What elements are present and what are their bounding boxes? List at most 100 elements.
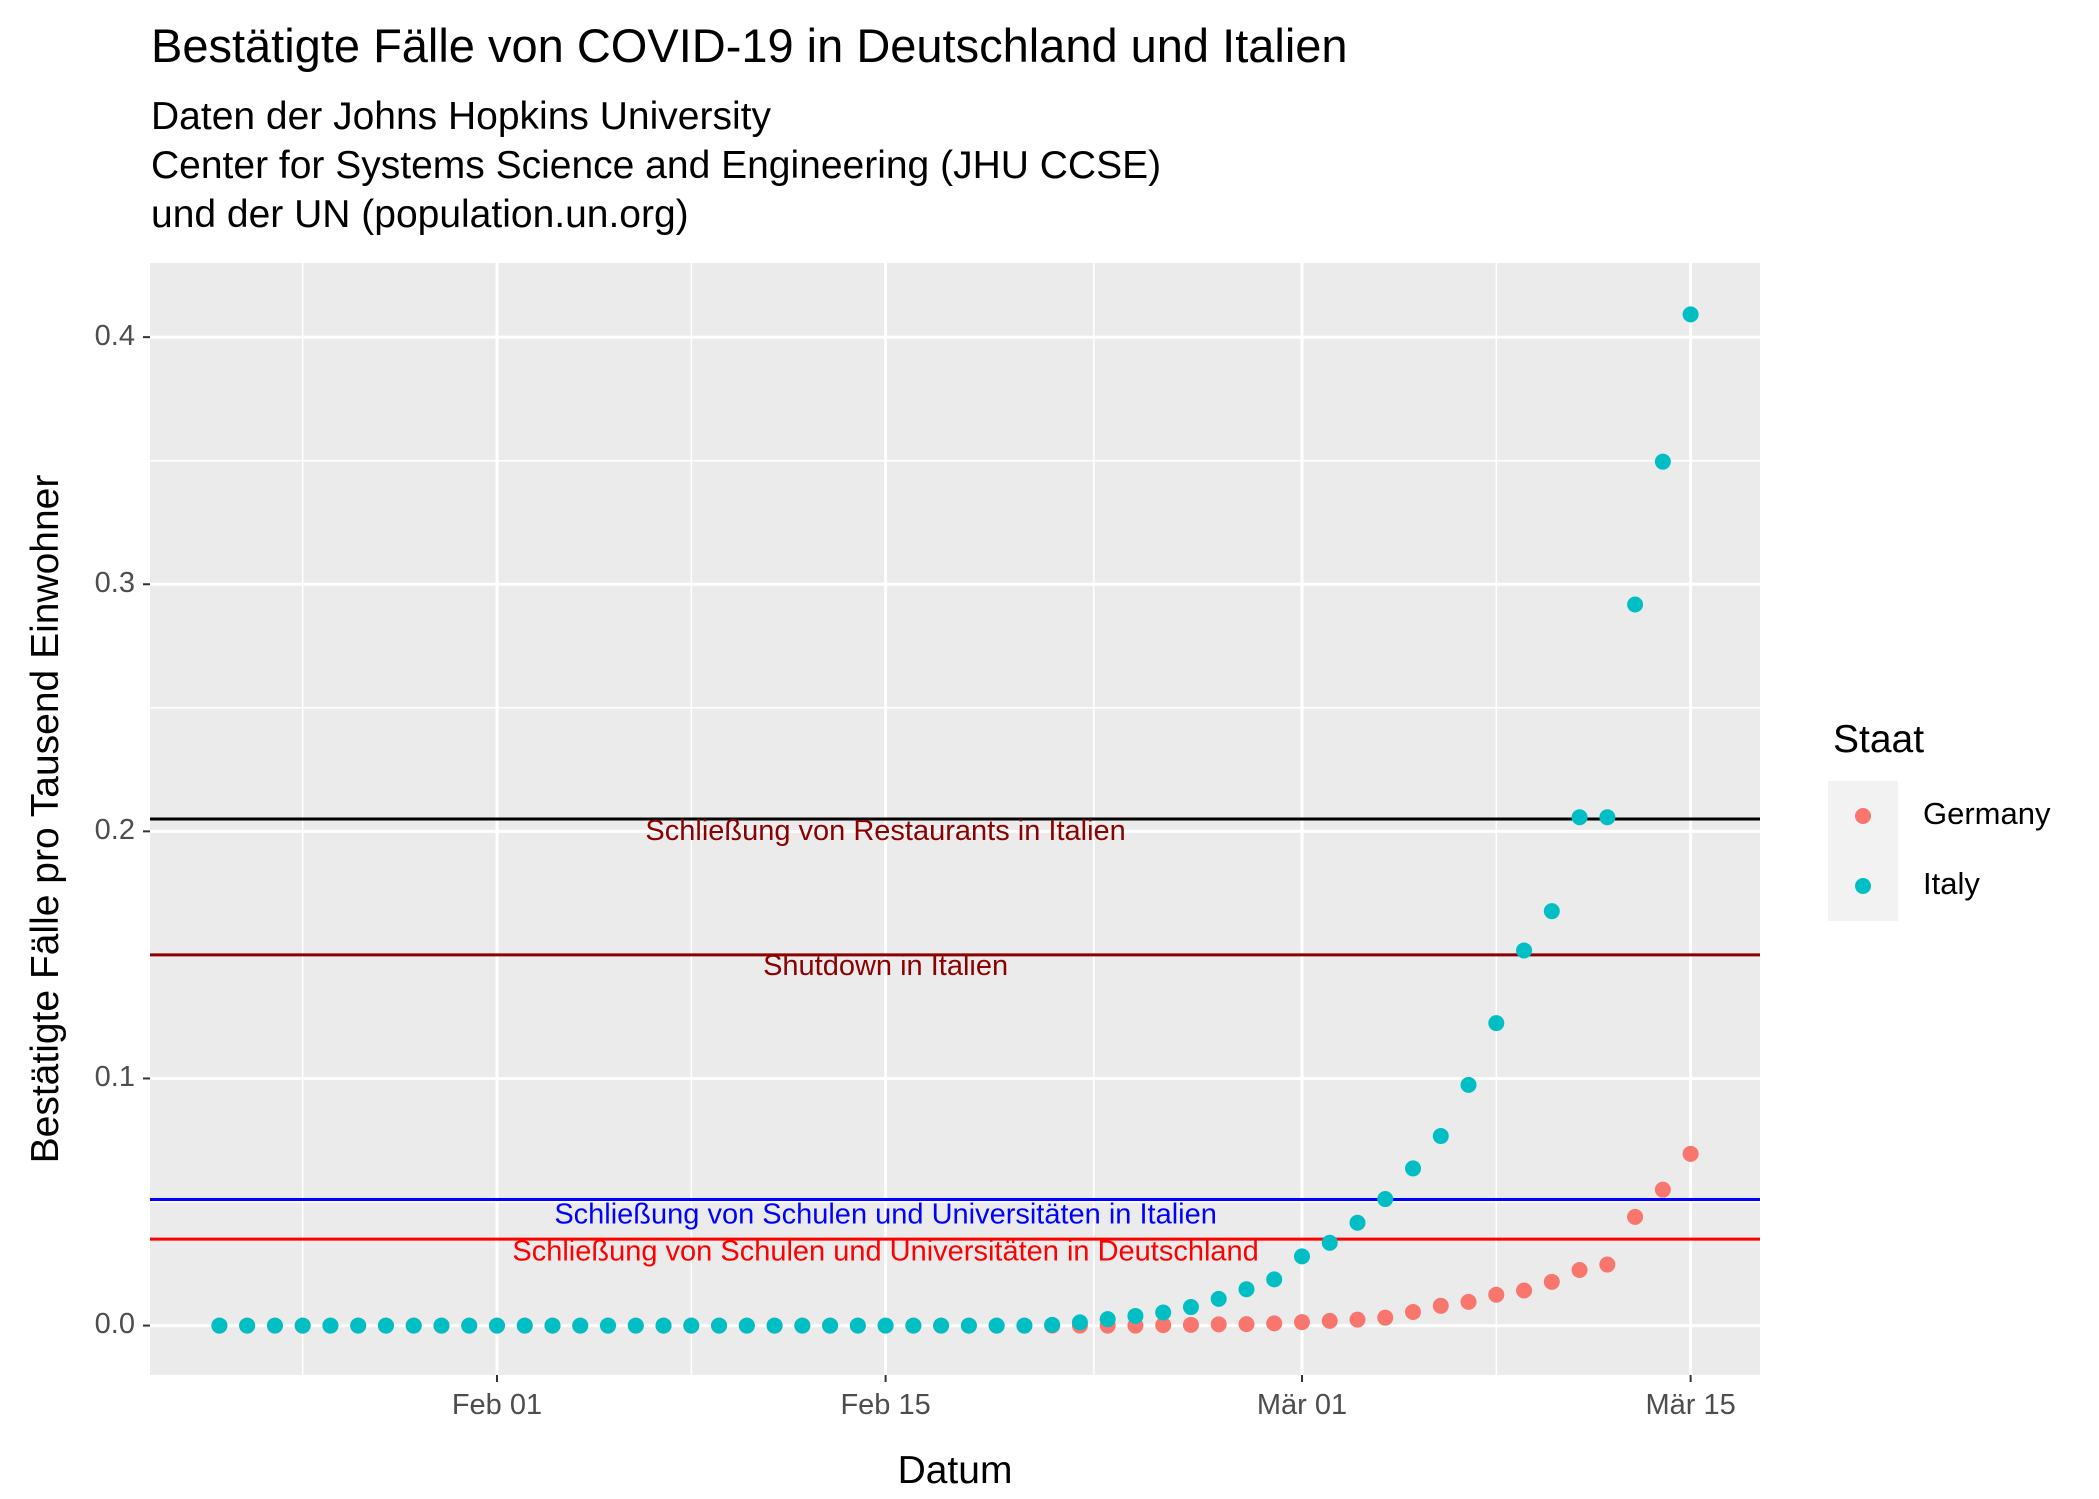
reference-label: Schließung von Schulen und Universitäten… <box>554 1198 1217 1230</box>
data-point-italy <box>461 1317 478 1334</box>
reference-label: Schließung von Restaurants in Italien <box>645 815 1125 847</box>
x-tick-label: Feb 15 <box>840 1389 930 1421</box>
data-point-italy <box>266 1317 283 1334</box>
data-point-italy <box>933 1317 950 1334</box>
reference-label: Schließung von Schulen und Universitäten… <box>512 1235 1258 1267</box>
data-point-italy <box>1099 1311 1116 1328</box>
data-point-germany <box>1377 1309 1394 1326</box>
data-point-italy <box>877 1317 894 1334</box>
data-point-italy <box>1654 453 1671 470</box>
legend-swatch-italy <box>1855 878 1871 894</box>
legend-label: Germany <box>1923 796 2051 831</box>
data-point-germany <box>1321 1312 1338 1329</box>
data-point-germany <box>1432 1297 1449 1314</box>
data-point-italy <box>1155 1304 1172 1321</box>
data-point-italy <box>239 1317 256 1334</box>
y-tick-label: 0.1 <box>95 1061 135 1093</box>
data-point-germany <box>1571 1261 1588 1278</box>
data-point-italy <box>822 1317 839 1334</box>
legend: Staat Germany Italy <box>1828 718 2051 921</box>
data-point-italy <box>960 1317 977 1334</box>
data-point-italy <box>1266 1271 1283 1288</box>
y-tick-label: 0.4 <box>95 320 135 352</box>
data-point-italy <box>1238 1281 1255 1298</box>
data-point-italy <box>1071 1314 1088 1331</box>
data-point-germany <box>1155 1317 1172 1334</box>
data-point-italy <box>294 1317 311 1334</box>
reference-lines <box>150 817 1760 1241</box>
y-axis-label: Bestätigte Fälle pro Tausend Einwohner <box>24 475 67 1164</box>
data-point-italy <box>766 1317 783 1334</box>
data-point-italy <box>572 1317 589 1334</box>
data-point-germany <box>1349 1311 1366 1328</box>
x-axis-label: Datum <box>898 1449 1013 1492</box>
data-point-germany <box>1682 1145 1699 1162</box>
data-point-italy <box>1571 809 1588 826</box>
data-point-italy <box>1627 596 1644 613</box>
data-point-germany <box>1488 1286 1505 1303</box>
data-point-italy <box>516 1317 533 1334</box>
x-tick-label: Mär 15 <box>1645 1389 1735 1421</box>
data-point-italy <box>849 1317 866 1334</box>
data-point-italy <box>1044 1316 1061 1333</box>
data-point-germany <box>1599 1256 1616 1273</box>
data-point-italy <box>683 1317 700 1334</box>
data-point-italy <box>1543 903 1560 920</box>
subtitle-line: Center for Systems Science and Engineeri… <box>151 144 1162 187</box>
data-point-germany <box>1460 1293 1477 1310</box>
data-point-italy <box>350 1317 367 1334</box>
data-points <box>211 306 1699 1334</box>
y-tick-label: 0.3 <box>95 567 135 599</box>
data-point-italy <box>1293 1248 1310 1265</box>
y-tick-label: 0.2 <box>95 814 135 846</box>
data-point-italy <box>1405 1160 1422 1177</box>
legend-label: Italy <box>1923 866 1980 901</box>
data-point-germany <box>1210 1316 1227 1333</box>
data-point-italy <box>1210 1290 1227 1307</box>
data-point-italy <box>1516 942 1533 959</box>
data-point-italy <box>211 1317 228 1334</box>
data-point-italy <box>627 1317 644 1334</box>
data-point-italy <box>738 1317 755 1334</box>
data-point-italy <box>905 1317 922 1334</box>
data-point-italy <box>488 1317 505 1334</box>
data-point-germany <box>1516 1282 1533 1299</box>
data-point-italy <box>433 1317 450 1334</box>
data-point-italy <box>711 1317 728 1334</box>
data-point-germany <box>1627 1208 1644 1225</box>
subtitle-line: Daten der Johns Hopkins University <box>151 95 771 138</box>
data-point-italy <box>600 1317 617 1334</box>
data-point-italy <box>377 1317 394 1334</box>
chart-subtitle: Daten der Johns Hopkins University Cente… <box>151 92 1161 239</box>
legend-items: Germany Italy <box>1828 781 2051 921</box>
data-point-germany <box>1293 1314 1310 1331</box>
y-tick-label: 0.0 <box>95 1308 135 1340</box>
reference-labels: Schließung von Restaurants in Italien Shu… <box>512 815 1258 1267</box>
legend-swatch-germany <box>1855 808 1871 824</box>
data-point-germany <box>1182 1316 1199 1333</box>
x-tick-label: Mär 01 <box>1257 1389 1347 1421</box>
data-point-italy <box>655 1317 672 1334</box>
x-tick-label: Feb 01 <box>452 1389 542 1421</box>
data-point-italy <box>988 1317 1005 1334</box>
data-point-italy <box>1377 1191 1394 1208</box>
x-axis: Feb 01 Feb 15 Mär 01 Mär 15 <box>452 1375 1736 1421</box>
data-point-germany <box>1266 1315 1283 1332</box>
data-point-germany <box>1405 1303 1422 1320</box>
data-point-italy <box>322 1317 339 1334</box>
data-point-germany <box>1654 1181 1671 1198</box>
data-point-italy <box>1460 1076 1477 1093</box>
data-point-italy <box>1599 809 1616 826</box>
data-point-germany <box>1238 1316 1255 1333</box>
data-point-germany <box>1543 1273 1560 1290</box>
data-point-italy <box>1016 1317 1033 1334</box>
data-point-italy <box>1432 1128 1449 1145</box>
data-point-italy <box>1127 1307 1144 1324</box>
data-point-italy <box>544 1317 561 1334</box>
data-point-italy <box>1321 1234 1338 1251</box>
data-point-italy <box>1488 1015 1505 1032</box>
reference-label: Shutdown in Italien <box>763 950 1008 982</box>
legend-title: Staat <box>1833 718 1924 761</box>
legend-key-background <box>1828 781 1898 921</box>
